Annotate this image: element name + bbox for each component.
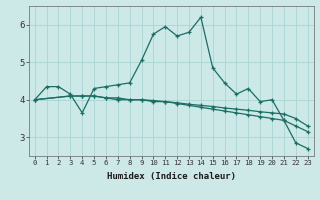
X-axis label: Humidex (Indice chaleur): Humidex (Indice chaleur) xyxy=(107,172,236,181)
